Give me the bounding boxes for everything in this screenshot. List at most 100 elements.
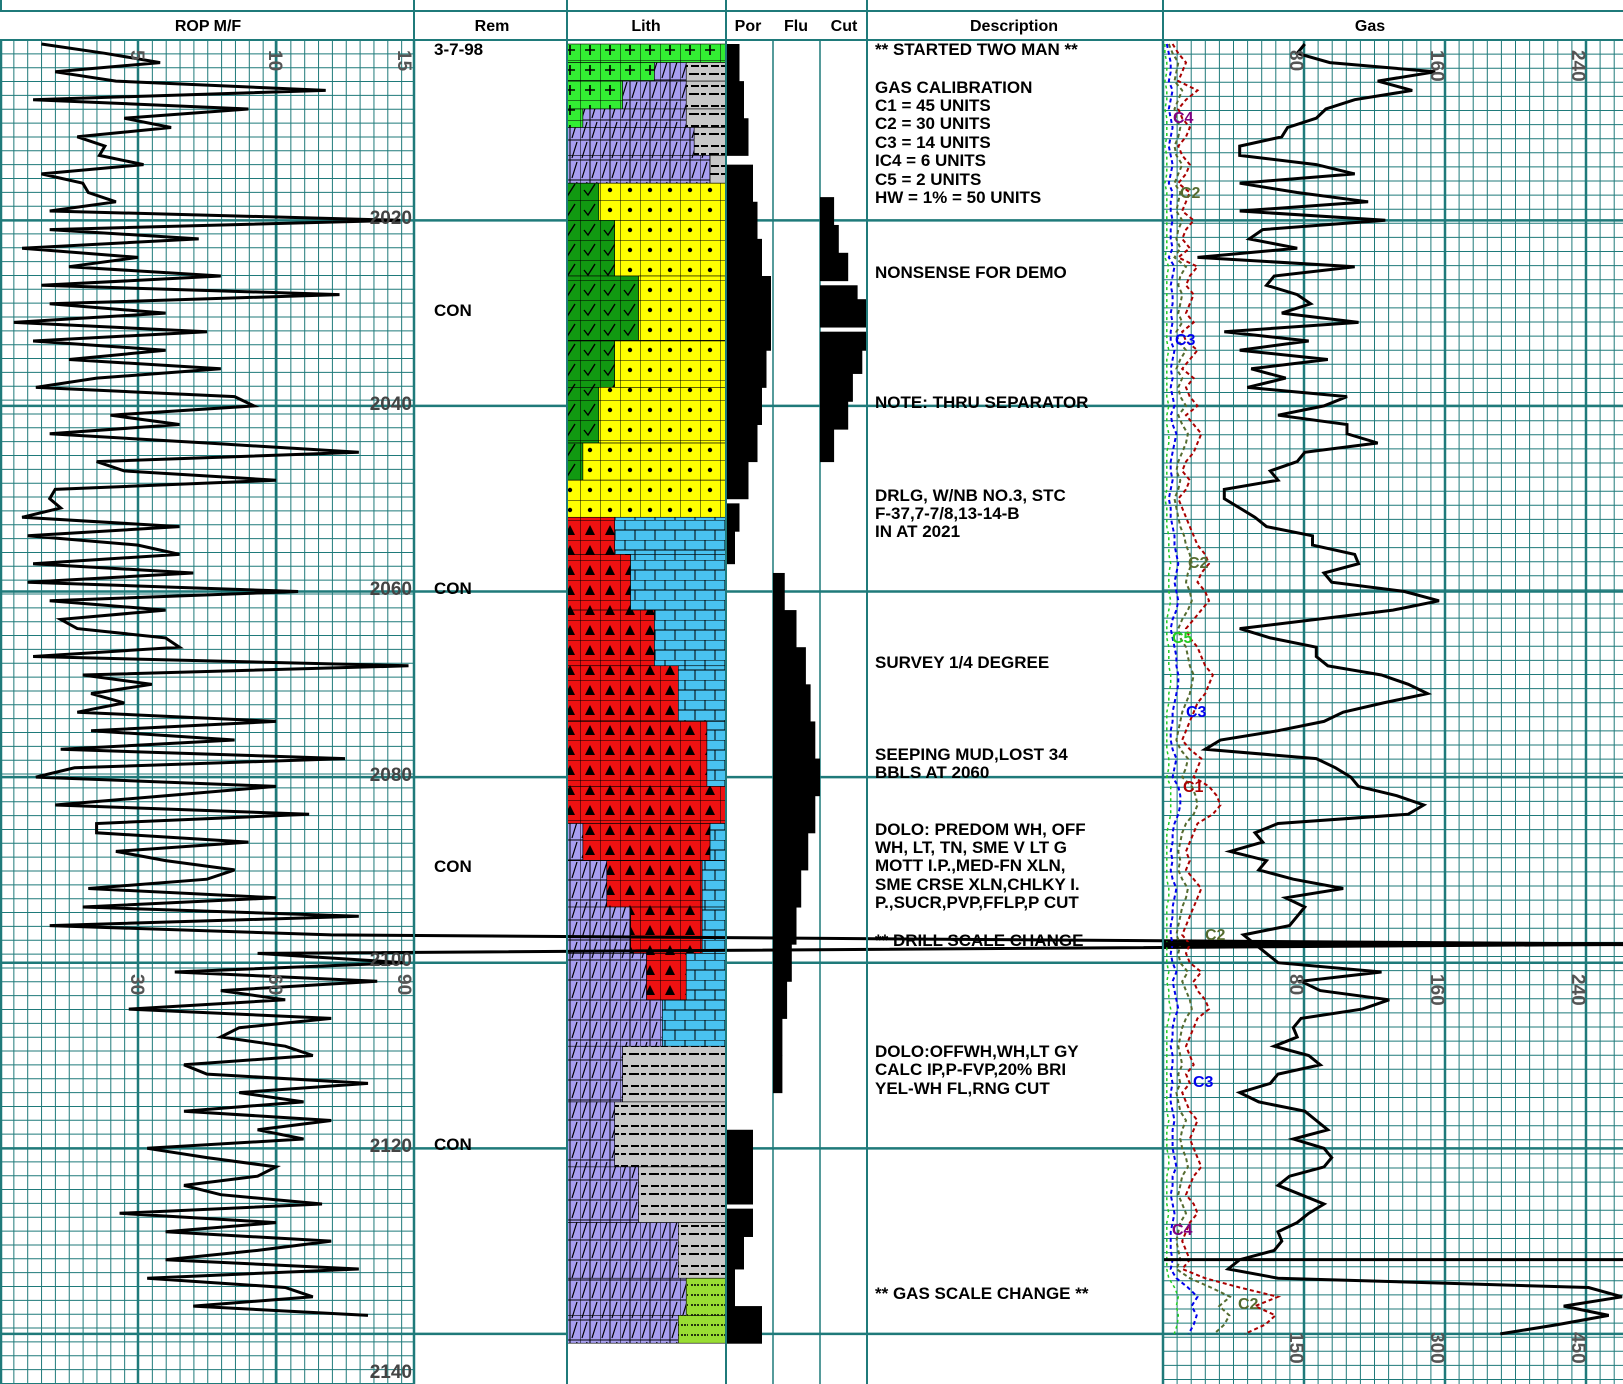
gas-c2-curve xyxy=(1167,43,1232,1335)
description-line: SEEPING MUD,LOST 34 xyxy=(875,745,1068,764)
description-line: ** STARTED TWO MAN ** xyxy=(875,40,1078,59)
rop-scale-tick: 60 xyxy=(264,974,285,995)
lith-block xyxy=(566,1166,639,1223)
lith-block xyxy=(685,108,727,128)
lith-block xyxy=(614,220,727,277)
rop-scale-lower: 30 60 90 xyxy=(126,974,414,995)
cut-bar xyxy=(820,224,839,254)
lith-block xyxy=(606,860,703,908)
gas-curve-label: C2 xyxy=(1188,555,1209,572)
fluorescence-bar xyxy=(773,981,788,1019)
description-line: SURVEY 1/4 DEGREE xyxy=(875,653,1049,672)
description-line: ** GAS SCALE CHANGE ** xyxy=(875,1284,1089,1303)
description-track: ** STARTED TWO MAN ** GAS CALIBRATION C1… xyxy=(875,40,1089,1303)
remark-con: CON xyxy=(434,301,472,320)
gas-curve-label: C3 xyxy=(1193,1074,1214,1091)
lith-block xyxy=(566,220,616,277)
gas-c3-curve xyxy=(1165,43,1199,1335)
gas-scale-tick: 300 xyxy=(1426,1332,1447,1364)
gas-scale-tick: 450 xyxy=(1567,1332,1588,1364)
lith-block xyxy=(598,182,727,221)
lith-block xyxy=(566,1222,679,1279)
fluorescence-bar xyxy=(773,1055,783,1094)
fluorescence-bar xyxy=(773,647,806,685)
fluorescence-bar xyxy=(773,832,809,871)
grid xyxy=(0,39,1623,1384)
porosity-bar xyxy=(726,387,762,425)
cut-bar xyxy=(820,424,835,463)
porosity-bar xyxy=(726,424,758,463)
description-line: C5 = 2 UNITS xyxy=(875,170,981,189)
lith-block xyxy=(566,387,600,444)
remark-con: CON xyxy=(434,579,472,598)
depth-label: 2100 xyxy=(370,950,412,971)
porosity-bar xyxy=(726,1268,735,1307)
lith-block xyxy=(566,340,616,388)
porosity-bar xyxy=(726,503,740,532)
lith-block xyxy=(685,1277,727,1316)
porosity-bar xyxy=(726,461,749,500)
fluorescence-bar xyxy=(773,869,802,908)
lith-block xyxy=(598,387,727,444)
description-line: CALC IP,P-FVP,20% BRI xyxy=(875,1060,1066,1079)
header-gas: Gas xyxy=(1355,18,1385,35)
description-line: DRLG, W/NB NO.3, STC xyxy=(875,486,1066,505)
gas-scale-upper: 80 160 240 xyxy=(1285,50,1588,82)
lith-block xyxy=(566,823,584,861)
cut-bar xyxy=(820,252,849,282)
lith-block xyxy=(646,953,687,1001)
lith-block xyxy=(706,721,727,787)
description-line: C3 = 14 UNITS xyxy=(875,133,991,152)
description-line: NONSENSE FOR DEMO xyxy=(875,263,1067,282)
description-line: DOLO:OFFWH,WH,LT GY xyxy=(875,1042,1079,1061)
rop-curve xyxy=(13,42,1623,1317)
lith-block xyxy=(685,953,727,1001)
gas-scale-tick: 160 xyxy=(1426,50,1447,82)
description-line: SME CRSE XLN,CHLKY I. xyxy=(875,875,1080,894)
gas-scale-tick: 160 xyxy=(1426,974,1447,1006)
lith-block xyxy=(701,860,727,908)
fluorescence-bar xyxy=(773,944,792,982)
lith-block xyxy=(622,80,687,110)
description-line: HW = 1% = 50 UNITS xyxy=(875,188,1041,207)
gas-total-curve xyxy=(1197,43,1623,1336)
porosity-bar xyxy=(726,238,762,277)
depth-labels: 2020 2040 2060 2080 2100 2120 2140 xyxy=(370,208,412,1383)
fluorescence-bar xyxy=(773,610,797,648)
description-line: BBLS AT 2060 xyxy=(875,763,989,782)
lith-block xyxy=(566,182,600,221)
porosity-bar xyxy=(726,276,771,314)
fluorescence-bar xyxy=(773,572,785,611)
description-line: IC4 = 6 UNITS xyxy=(875,151,986,170)
gas-scale-tick: 240 xyxy=(1567,50,1588,82)
lith-block xyxy=(566,609,655,667)
rop-scale-tick: 15 xyxy=(393,50,414,72)
header-row: ROP M/F Rem Lith Por Flu Cut Description… xyxy=(0,0,1623,41)
description-line: DOLO: PREDOM WH, OFF xyxy=(875,820,1086,839)
lith-block xyxy=(566,155,711,184)
lith-block xyxy=(614,516,727,555)
lith-block xyxy=(566,786,727,824)
lith-block xyxy=(566,1315,679,1344)
lith-block xyxy=(566,80,623,110)
remark-date: 3-7-98 xyxy=(434,40,483,59)
rop-scale-tick: 10 xyxy=(264,50,285,71)
porosity-bar xyxy=(726,44,740,82)
description-line: C2 = 30 UNITS xyxy=(875,114,991,133)
lith-block xyxy=(685,62,727,82)
rop-track xyxy=(13,42,1623,1317)
gas-curve-label: C2 xyxy=(1205,927,1226,944)
lith-block xyxy=(709,823,727,861)
lith-block xyxy=(622,1045,727,1103)
header-description: Description xyxy=(970,18,1058,35)
lith-block xyxy=(662,999,727,1047)
porosity-bar xyxy=(726,164,753,203)
lith-block xyxy=(614,340,727,388)
lith-block xyxy=(701,906,727,954)
lith-block xyxy=(677,1315,727,1344)
gas-scale-lower: 150 300 450 xyxy=(1285,1332,1588,1364)
description-line: C1 = 45 UNITS xyxy=(875,96,991,115)
description-line: YEL-WH FL,RNG CUT xyxy=(875,1079,1050,1098)
porosity-bar xyxy=(726,118,749,156)
